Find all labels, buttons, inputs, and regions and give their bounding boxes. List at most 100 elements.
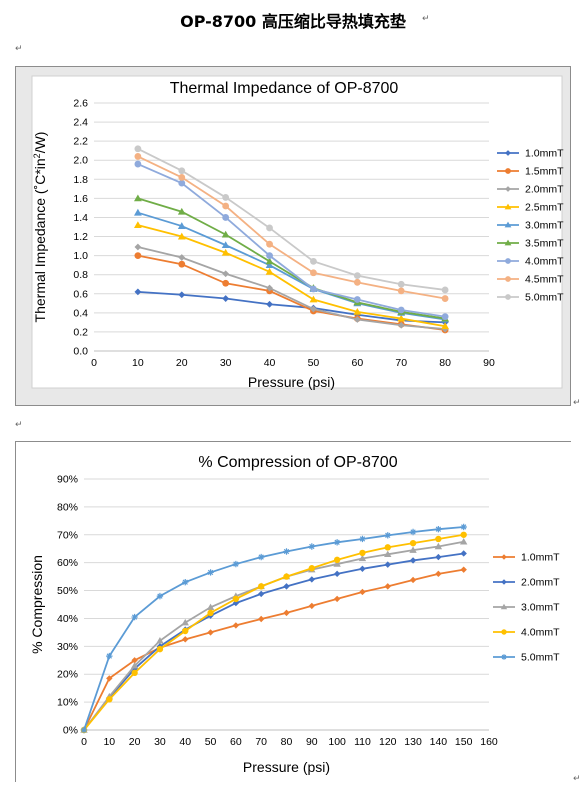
series-2.0mmT <box>134 243 449 333</box>
y-tick-label: 10% <box>57 697 78 709</box>
data-point <box>178 179 186 187</box>
data-point <box>178 260 186 268</box>
x-tick-label: 110 <box>354 736 371 748</box>
x-tick-label: 70 <box>395 357 407 369</box>
data-point <box>178 174 186 181</box>
x-tick-label: 30 <box>154 736 166 748</box>
data-point <box>460 531 467 538</box>
data-point <box>384 544 391 551</box>
data-point <box>177 207 186 215</box>
legend-label: 1.0mmT <box>521 552 560 564</box>
y-tick-label: 2.0 <box>73 155 88 167</box>
y-tick-label: 1.4 <box>73 212 88 224</box>
data-point <box>459 538 468 545</box>
data-point <box>265 257 274 265</box>
data-point <box>133 208 142 216</box>
data-point <box>177 222 186 229</box>
legend-marker <box>505 186 511 192</box>
series-1.5mmT <box>134 252 449 334</box>
y-tick-label: 1.0 <box>73 250 88 262</box>
legend-marker <box>505 168 511 174</box>
data-point <box>397 306 405 314</box>
data-point <box>353 272 361 280</box>
x-tick-label: 10 <box>103 736 115 748</box>
data-point <box>397 287 405 295</box>
data-point <box>384 532 391 539</box>
data-point <box>177 232 186 240</box>
data-point <box>397 280 405 288</box>
y-axis-title-part: /W) <box>32 132 48 154</box>
data-point <box>222 194 230 201</box>
y-tick-label: 2.2 <box>73 136 88 148</box>
x-tick-label: 40 <box>264 357 276 369</box>
x-tick-label: 60 <box>351 357 363 369</box>
y-tick-label: 2.4 <box>73 117 88 129</box>
data-point <box>134 243 142 251</box>
data-point <box>266 284 273 292</box>
y-tick-label: 1.2 <box>73 231 88 243</box>
y-tick-label: 0.6 <box>73 288 88 300</box>
legend-marker <box>505 258 511 264</box>
y-tick-label: 30% <box>57 641 78 653</box>
legend-label: 5.0mmT <box>525 292 564 304</box>
series-line <box>137 197 446 320</box>
legend-label: 4.0mmT <box>521 627 560 639</box>
legend-label: 2.5mmT <box>525 202 564 214</box>
legend-label: 1.0mmT <box>525 148 564 160</box>
y-tick-label: 0.4 <box>73 307 88 319</box>
data-point <box>434 542 443 550</box>
series-line <box>137 211 446 321</box>
data-point <box>333 556 341 564</box>
y-axis-title-superscript: 2 <box>32 153 42 158</box>
series-line <box>137 224 446 328</box>
x-tick-label: 70 <box>255 736 267 748</box>
data-point <box>134 153 142 160</box>
data-point <box>460 523 467 531</box>
data-point <box>207 569 214 576</box>
x-tick-label: 10 <box>132 357 144 369</box>
data-point <box>134 288 142 296</box>
legend-marker <box>505 276 511 282</box>
data-point <box>308 543 316 550</box>
data-point <box>353 278 361 286</box>
x-axis-title: Pressure (psi) <box>243 759 330 775</box>
data-point <box>222 214 230 221</box>
data-point <box>353 316 361 323</box>
compression-chart: % Compression of OP-8700 0% 10% 20% 30% 40% 50… <box>15 441 572 783</box>
x-tick-label: 50 <box>205 736 217 748</box>
y-tick-label: 0.2 <box>73 326 88 338</box>
plot-area <box>31 75 563 389</box>
y-tick-label: 60% <box>57 557 78 569</box>
data-point <box>207 609 214 617</box>
y-tick-label: 50% <box>57 585 78 597</box>
y-tick-label: 90% <box>57 474 78 486</box>
series-line <box>83 533 464 731</box>
data-point <box>409 576 417 584</box>
data-point <box>409 539 417 547</box>
compression-plot: % Compression of OP-8700 0% 10% 20% 30% 40% 50… <box>16 442 572 783</box>
series-line <box>83 526 464 731</box>
x-tick-label: 20 <box>176 357 188 369</box>
data-point <box>266 252 273 260</box>
data-point <box>181 618 189 626</box>
data-point <box>358 554 367 562</box>
series-line <box>137 155 446 300</box>
data-point <box>353 307 362 315</box>
data-point <box>333 560 341 567</box>
data-point <box>384 561 391 568</box>
data-point <box>441 313 449 321</box>
series-line <box>137 246 446 330</box>
data-point <box>222 270 230 278</box>
y-tick-label: 0.8 <box>73 269 88 281</box>
data-point <box>130 662 139 669</box>
paragraph-mark: ↵ <box>573 398 581 408</box>
legend-marker <box>504 221 512 228</box>
legend-label: 3.0mmT <box>525 220 564 232</box>
data-point <box>221 248 230 256</box>
series-line <box>137 290 446 324</box>
series-4.0mmT <box>134 160 449 321</box>
data-point <box>134 160 142 168</box>
data-point <box>266 300 273 308</box>
y-tick-label: 1.6 <box>73 193 88 205</box>
data-point <box>178 167 186 175</box>
